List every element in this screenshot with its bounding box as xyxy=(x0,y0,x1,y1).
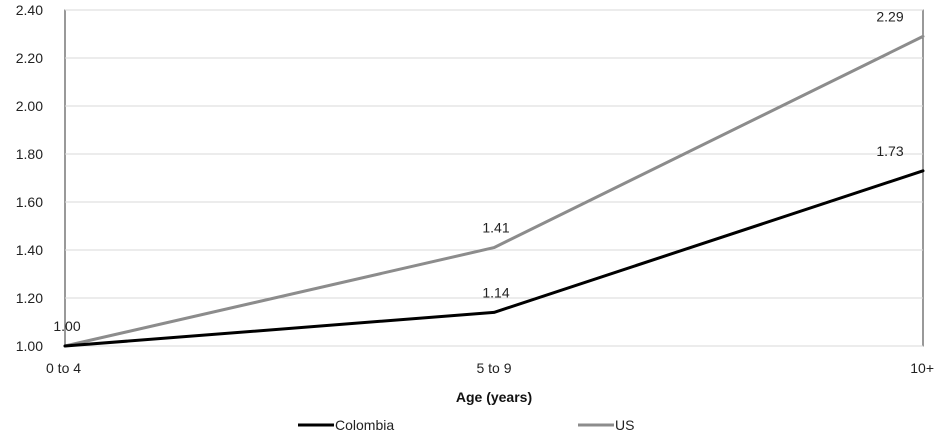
data-label-us: 1.00 xyxy=(53,318,80,334)
y-tick-label: 1.00 xyxy=(16,338,43,354)
data-label-us: 2.29 xyxy=(876,8,903,24)
y-tick-label: 2.40 xyxy=(16,2,43,18)
x-tick-label: 5 to 9 xyxy=(476,360,511,376)
data-labels: 1.14 1.73 1.00 1.41 2.29 xyxy=(53,8,903,334)
y-tick-label: 1.20 xyxy=(16,290,43,306)
y-tick-label: 2.00 xyxy=(16,98,43,114)
x-tick-label: 10+ xyxy=(910,360,934,376)
gridlines xyxy=(65,9,923,347)
data-label-colombia: 1.73 xyxy=(876,143,903,159)
x-tick-label: 0 to 4 xyxy=(46,360,81,376)
series-line-us xyxy=(63,34,925,348)
data-label-us: 1.41 xyxy=(482,220,509,236)
x-axis-title: Age (years) xyxy=(456,389,532,405)
y-tick-label: 1.40 xyxy=(16,242,43,258)
legend: Colombia US xyxy=(298,417,634,433)
data-label-colombia: 1.14 xyxy=(482,284,509,300)
legend-label-us: US xyxy=(615,417,634,433)
y-tick-label: 1.60 xyxy=(16,194,43,210)
y-tick-label: 2.20 xyxy=(16,50,43,66)
y-axis-tick-labels: 1.00 1.20 1.40 1.60 1.80 2.00 2.20 2.40 xyxy=(16,2,43,354)
legend-label-colombia: Colombia xyxy=(335,417,394,433)
series-line-colombia xyxy=(63,169,925,348)
series-lines xyxy=(63,34,925,348)
x-axis-tick-labels: 0 to 4 5 to 9 10+ xyxy=(46,360,934,376)
y-tick-label: 1.80 xyxy=(16,146,43,162)
